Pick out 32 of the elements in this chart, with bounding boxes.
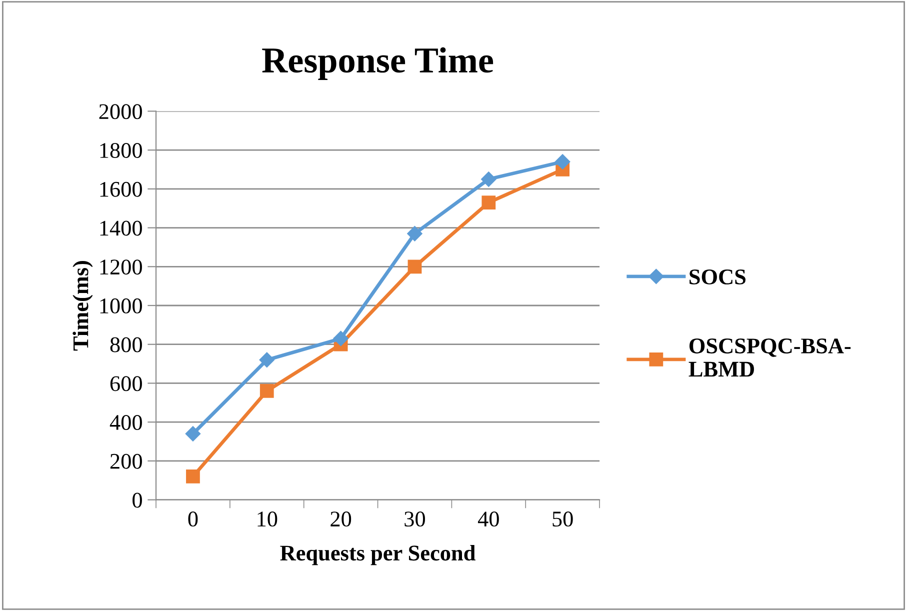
- x-tick-label: 30: [404, 512, 425, 527]
- x-tick-label: 50: [552, 512, 573, 527]
- y-tick-label: 0: [132, 492, 142, 508]
- y-tick-label: 1600: [100, 182, 142, 197]
- y-tick-label: 2000: [99, 104, 142, 120]
- point: [185, 426, 201, 442]
- y-tick-label: 1000: [100, 298, 142, 314]
- legend-label: SOCS: [690, 269, 746, 284]
- chart-title: Response Time: [262, 47, 494, 80]
- x-tick-label: 20: [330, 512, 352, 527]
- x-tick-label: 40: [478, 512, 499, 527]
- x-tick-label: 10: [258, 512, 278, 527]
- y-tick-label: 800: [110, 337, 142, 352]
- point: [408, 260, 422, 274]
- point: [333, 330, 348, 346]
- point: [554, 154, 570, 170]
- x-axis-title: Requests per Second: [280, 544, 476, 566]
- y-tick-label: 1200: [100, 260, 142, 275]
- y-tick-label: 600: [110, 376, 142, 392]
- y-tick-label: 400: [110, 415, 142, 430]
- point: [186, 470, 200, 484]
- point: [259, 352, 274, 368]
- point: [481, 172, 496, 187]
- legend-label: OSCSPQC-BSA-LBMD: [688, 338, 851, 377]
- x-tick-label: 0: [188, 512, 198, 527]
- y-tick-label: 1800: [100, 142, 142, 158]
- y-tick-label: 1400: [100, 220, 142, 236]
- point: [260, 384, 274, 398]
- y-tick-label: 200: [110, 454, 142, 469]
- point: [407, 226, 422, 242]
- y-axis-title: Time(ms): [72, 261, 93, 351]
- point: [482, 196, 496, 210]
